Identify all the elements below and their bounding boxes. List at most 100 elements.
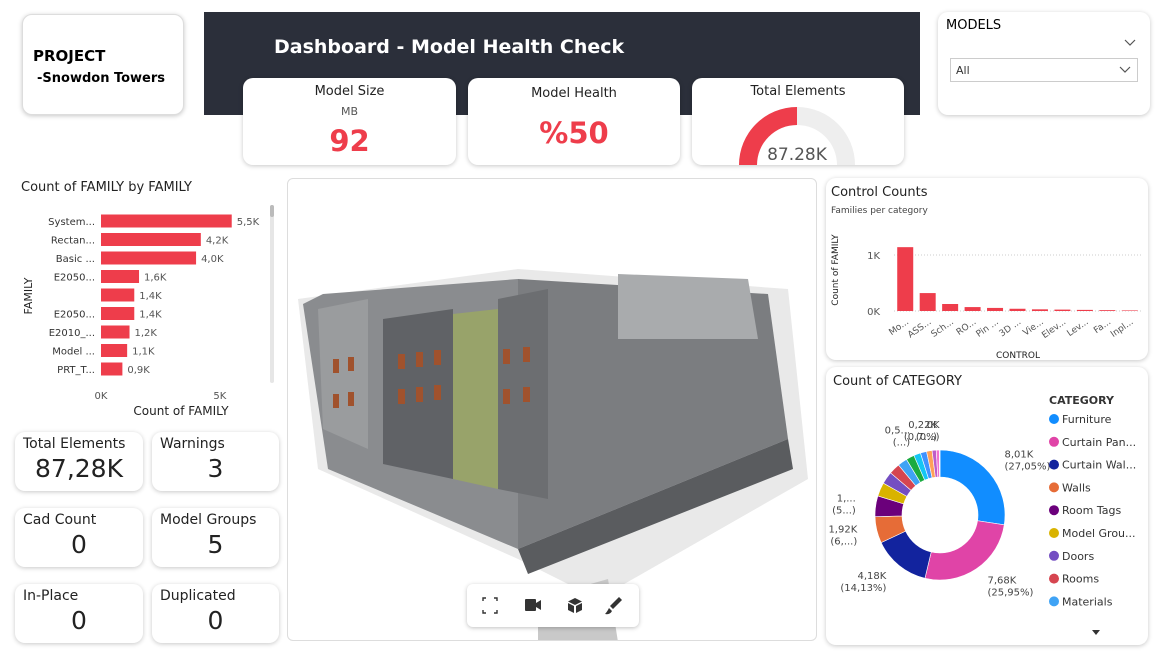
data-label: 1,92K <box>828 525 857 536</box>
data-label: 4,18K <box>858 571 887 582</box>
control-card: Control Counts Families per category 0K 1K M… <box>826 178 1148 361</box>
data-label: 0,22K <box>908 420 937 431</box>
legend-marker <box>1049 505 1059 516</box>
x-tick-label: Pin ... <box>975 317 1001 339</box>
y-tick-label: E2050... <box>54 310 95 321</box>
bar <box>101 251 197 265</box>
legend-label: Rooms <box>1062 573 1099 586</box>
legend-scroll[interactable] <box>1092 630 1100 635</box>
card-title: Total Elements <box>750 84 846 99</box>
data-label-percent: (...) <box>893 437 910 448</box>
x-tick-label: Sch... <box>930 317 956 340</box>
legend-label: Walls <box>1062 481 1091 494</box>
value-label: 5,5K <box>237 217 260 228</box>
project-card: PROJECT -Snowdon Towers <box>22 14 184 115</box>
kpi-card: Cad Count 0 <box>15 508 143 567</box>
camera-icon[interactable] <box>525 599 541 611</box>
kpi-title: Warnings <box>160 436 225 452</box>
bar <box>101 233 201 246</box>
kpi-value: 0 <box>71 606 87 635</box>
card-value: %50 <box>539 116 609 150</box>
data-label-percent: (25,95%) <box>987 588 1033 599</box>
kpi-title: Cad Count <box>23 512 97 528</box>
legend-label: Doors <box>1062 550 1094 563</box>
model-health-card: Model Health %50 <box>468 78 680 165</box>
bar <box>101 325 130 339</box>
project-label: PROJECT <box>33 47 106 65</box>
donut-slice <box>938 449 941 478</box>
bar <box>942 304 959 311</box>
chevron <box>1119 66 1131 73</box>
x-tick-label: 0K <box>95 391 108 402</box>
y-tick-label: Basic ... <box>56 254 95 265</box>
data-label-percent: (0,7...) <box>904 432 937 443</box>
legend-label: Curtain Pan... <box>1062 436 1136 449</box>
legend-marker <box>1049 596 1059 607</box>
bar <box>101 307 135 320</box>
header-title: Dashboard - Model Health Check <box>274 36 625 58</box>
cube-icon[interactable] <box>568 598 582 613</box>
y-tick-label: Rectan... <box>51 236 95 247</box>
legend-marker <box>1049 414 1059 424</box>
bar <box>1031 309 1048 311</box>
model-viewer[interactable] <box>287 178 817 641</box>
data-label-percent: (0%) <box>916 432 940 443</box>
kpi-card: Model Groups 5 <box>152 508 279 567</box>
data-label: 0,5... <box>885 425 910 436</box>
value-label: 4,0K <box>201 254 224 265</box>
slicer: MODELS All <box>938 12 1150 115</box>
fullscreen-icon[interactable] <box>482 597 498 614</box>
dropdown[interactable]: All <box>950 58 1138 82</box>
legend-marker <box>1049 573 1059 584</box>
bar <box>101 344 128 357</box>
scrollbar <box>270 205 274 383</box>
legend-label: Furniture <box>1062 413 1112 426</box>
bar <box>1121 310 1138 311</box>
value-label: 1,1K <box>132 347 155 358</box>
slicer-title: MODELS <box>946 18 1002 33</box>
brush-icon[interactable] <box>605 597 622 615</box>
legend-label: Materials <box>1062 595 1113 608</box>
y-tick-label: E2050... <box>54 273 95 284</box>
value-label: 1,4K <box>139 310 162 321</box>
value-label: 1,6K <box>144 273 167 284</box>
gauge-fill <box>739 107 797 165</box>
bar <box>101 270 140 283</box>
x-tick-label: Inpl... <box>1109 317 1135 340</box>
gauge-label: 87.28K <box>767 145 828 165</box>
bar <box>101 288 135 302</box>
value-label: 0,9K <box>127 365 150 376</box>
bar <box>1099 310 1116 311</box>
y-tick-label: PRT_T... <box>57 365 95 376</box>
kpi-card: Total Elements 87,28K <box>15 432 143 491</box>
data-label: 0K <box>927 420 940 431</box>
y-axis-title: FAMILY <box>22 277 35 314</box>
kpi-value: 5 <box>207 530 224 559</box>
chevron[interactable] <box>1124 38 1136 48</box>
viewer-toolbar <box>467 584 639 627</box>
legend-marker <box>1049 436 1059 447</box>
kpi-value: 0 <box>71 530 87 559</box>
x-tick-label: Lev... <box>1066 317 1091 339</box>
scrollbar-thumb <box>270 205 274 217</box>
bar <box>1076 309 1093 311</box>
bar <box>897 247 914 311</box>
x-tick-label: RO... <box>955 317 978 338</box>
x-tick-label: ASS... <box>906 317 933 340</box>
data-label-percent: (14,13%) <box>840 583 886 594</box>
project-name: -Snowdon Towers <box>37 71 166 86</box>
y-tick-label: E2010_... <box>49 328 95 339</box>
kpi-title: Model Groups <box>160 512 257 528</box>
bar <box>101 214 232 228</box>
value-label: 1,4K <box>139 291 162 302</box>
y-tick-label: 1K <box>867 251 880 262</box>
card-title: Model Size <box>314 84 385 99</box>
total-elements-card: Total Elements 87.28K <box>692 78 904 165</box>
chart-title: Count of FAMILY by FAMILY <box>21 180 192 195</box>
chart-title: Control Counts <box>831 185 928 200</box>
data-label: 7,68K <box>987 576 1016 587</box>
legend-title: CATEGORY <box>1049 394 1115 407</box>
bar <box>1054 309 1071 311</box>
